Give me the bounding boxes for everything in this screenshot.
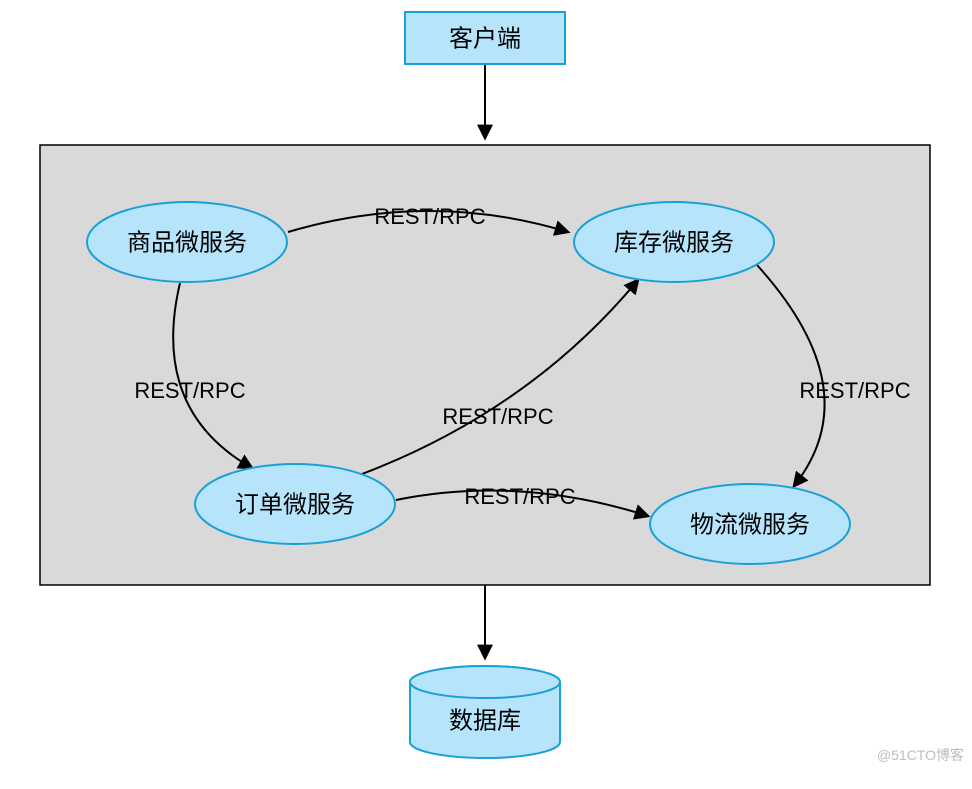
node-product-label: 商品微服务: [127, 229, 247, 256]
node-logistics-label: 物流微服务: [690, 511, 810, 538]
node-logistics: 物流微服务: [650, 484, 850, 564]
node-client: 客户端: [405, 12, 565, 64]
node-inventory-label: 库存微服务: [614, 229, 734, 256]
watermark: @51CTO博客: [877, 747, 964, 763]
edge-order-to-logistics-label: REST/RPC: [464, 484, 575, 509]
edge-product-to-inventory-label: REST/RPC: [374, 204, 485, 229]
node-database: 数据库: [410, 666, 560, 758]
node-order-label: 订单微服务: [235, 491, 355, 518]
node-inventory: 库存微服务: [574, 202, 774, 282]
edge-inventory-to-logistics-label: REST/RPC: [799, 378, 910, 403]
node-order: 订单微服务: [195, 464, 395, 544]
node-product: 商品微服务: [87, 202, 287, 282]
node-database-label: 数据库: [449, 707, 521, 734]
edge-product-to-order-label: REST/RPC: [134, 378, 245, 403]
node-client-label: 客户端: [449, 25, 521, 52]
edge-order-to-inventory-label: REST/RPC: [442, 404, 553, 429]
